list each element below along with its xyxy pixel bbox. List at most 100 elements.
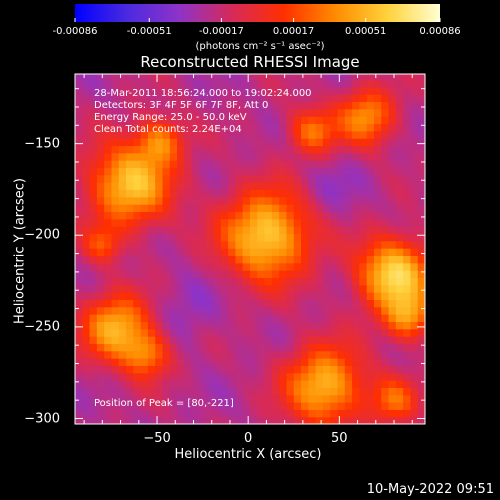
heatmap-cell — [381, 218, 390, 227]
heatmap-cell — [366, 138, 375, 147]
heatmap-cell — [133, 86, 142, 95]
heatmap-cell — [271, 409, 280, 418]
heatmap-cell — [213, 218, 222, 227]
heatmap-cell — [352, 372, 360, 381]
heatmap-cell — [264, 255, 273, 264]
heatmap-cell — [155, 394, 164, 403]
heatmap-cell — [184, 343, 193, 352]
heatmap-cell — [177, 196, 185, 205]
heatmap-cell — [206, 402, 215, 410]
heatmap-cell — [250, 358, 258, 366]
heatmap-cell — [250, 314, 258, 322]
heatmap-cell — [301, 314, 309, 322]
heatmap-cell — [191, 196, 200, 205]
heatmap-cell — [191, 174, 200, 183]
heatmap-cell — [337, 365, 346, 374]
heatmap-cell — [118, 145, 127, 154]
heatmap-cell — [373, 86, 382, 95]
heatmap-cell — [373, 204, 382, 213]
heatmap-cell — [315, 314, 324, 322]
heatmap-cell — [257, 314, 266, 322]
heatmap-cell — [82, 226, 91, 235]
heatmap-cell — [403, 79, 412, 88]
heatmap-cell — [293, 350, 302, 359]
heatmap-cell — [177, 167, 185, 176]
heatmap-cell — [191, 160, 200, 169]
heatmap-cell — [147, 314, 156, 322]
heatmap-cell — [198, 321, 207, 330]
heatmap-cell — [293, 130, 302, 139]
heatmap-cell — [417, 123, 425, 132]
heatmap-cell — [89, 167, 98, 176]
heatmap-cell — [206, 226, 215, 235]
heatmap-cell — [147, 277, 156, 286]
heatmap-cell — [293, 255, 302, 264]
heatmap-cell — [352, 218, 360, 227]
heatmap-cell — [410, 358, 419, 366]
heatmap-cell — [286, 394, 295, 403]
heatmap-cell — [206, 409, 215, 418]
y-axis-label: Heliocentric Y (arcsec) — [12, 178, 28, 324]
heatmap-cell — [410, 182, 419, 191]
heatmap-cell — [213, 101, 222, 110]
heatmap-cell — [133, 167, 142, 176]
heatmap-cell — [337, 152, 346, 161]
heatmap-cell — [184, 138, 193, 147]
heatmap-cell — [177, 372, 185, 381]
heatmap-cell — [250, 380, 258, 388]
heatmap-cell — [373, 394, 382, 403]
heatmap-cell — [191, 94, 200, 103]
heatmap-cell — [257, 292, 266, 300]
heatmap-cell — [198, 277, 207, 286]
heatmap-cell — [118, 204, 127, 213]
heatmap-cell — [395, 108, 404, 117]
heatmap-cell — [330, 292, 339, 300]
heatmap-cell — [89, 277, 98, 286]
heatmap-cell — [366, 255, 375, 264]
heatmap-cell — [111, 402, 120, 410]
heatmap-cell — [111, 138, 120, 147]
heatmap-cell — [264, 343, 273, 352]
heatmap-cell — [191, 233, 200, 242]
heatmap-cell — [308, 314, 317, 322]
heatmap-cell — [111, 292, 120, 300]
heatmap-cell — [330, 86, 339, 95]
heatmap-cell — [352, 321, 360, 330]
heatmap-cell — [96, 167, 105, 176]
heatmap-cell — [381, 314, 390, 322]
heatmap-cell — [235, 336, 244, 344]
heatmap-cell — [410, 218, 419, 227]
heatmap-cell — [206, 182, 215, 191]
heatmap-cell — [169, 108, 178, 117]
heatmap-cell — [293, 262, 302, 271]
heatmap-cell — [133, 116, 142, 125]
heatmap-cell — [228, 108, 237, 117]
heatmap-cell — [75, 350, 83, 359]
heatmap-cell — [206, 358, 215, 366]
heatmap-cell — [75, 328, 83, 337]
heatmap-cell — [206, 380, 215, 388]
heatmap-cell — [235, 79, 244, 88]
heatmap-cell — [133, 79, 142, 88]
heatmap-cell — [235, 204, 244, 213]
heatmap-cell — [82, 240, 91, 249]
heatmap-cell — [228, 233, 237, 242]
heatmap-cell — [177, 189, 185, 198]
heatmap-cell — [184, 101, 193, 110]
heatmap-cell — [220, 416, 229, 424]
heatmap-cell — [140, 79, 149, 88]
heatmap-cell — [162, 387, 171, 396]
heatmap-cell — [403, 380, 412, 388]
heatmap-cell — [169, 152, 178, 161]
heatmap-cell — [104, 402, 113, 410]
heatmap-cell — [118, 138, 127, 147]
heatmap-cell — [388, 409, 397, 418]
heatmap-cell — [155, 306, 164, 315]
heatmap-cell — [126, 218, 134, 227]
heatmap-cell — [417, 292, 425, 300]
heatmap-cell — [257, 299, 266, 308]
heatmap-cell — [279, 101, 288, 110]
colorbar-units: (photons cm⁻² s⁻¹ asec⁻²) — [195, 41, 325, 52]
heatmap-cell — [337, 350, 346, 359]
heatmap-cell — [410, 130, 419, 139]
